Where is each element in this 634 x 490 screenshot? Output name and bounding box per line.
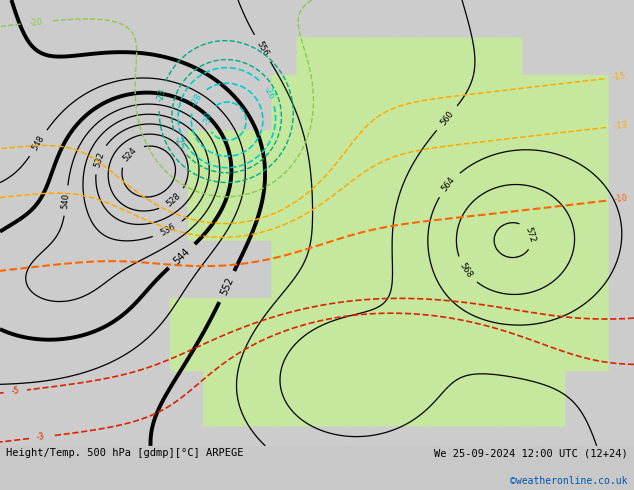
Text: We 25-09-2024 12:00 UTC (12+24): We 25-09-2024 12:00 UTC (12+24) (434, 448, 628, 458)
Text: -30: -30 (203, 111, 214, 125)
Text: 564: 564 (440, 175, 457, 194)
Text: 548: 548 (30, 134, 46, 152)
Text: 568: 568 (458, 261, 474, 280)
Text: 572: 572 (524, 226, 537, 244)
Text: 560: 560 (439, 109, 455, 127)
Text: -28: -28 (190, 92, 204, 108)
Text: -25: -25 (172, 135, 186, 151)
Text: 532: 532 (93, 150, 106, 169)
Text: 524: 524 (121, 146, 138, 163)
Text: 556: 556 (255, 39, 270, 57)
Text: -26: -26 (262, 85, 276, 101)
Text: -5: -5 (11, 386, 20, 396)
Text: 540: 540 (61, 192, 72, 209)
Text: -23: -23 (155, 87, 167, 102)
Text: -3: -3 (36, 432, 46, 442)
Text: Height/Temp. 500 hPa [gdmp][°C] ARPEGE: Height/Temp. 500 hPa [gdmp][°C] ARPEGE (6, 448, 244, 458)
Text: 528: 528 (164, 192, 182, 209)
Text: 544: 544 (172, 246, 192, 266)
Text: -13: -13 (614, 121, 628, 131)
Text: 552: 552 (219, 276, 235, 297)
Text: -15: -15 (612, 72, 626, 82)
Text: ©weatheronline.co.uk: ©weatheronline.co.uk (510, 476, 628, 486)
Text: -10: -10 (614, 194, 628, 204)
Text: 536: 536 (159, 222, 178, 238)
Text: -20: -20 (29, 17, 43, 28)
